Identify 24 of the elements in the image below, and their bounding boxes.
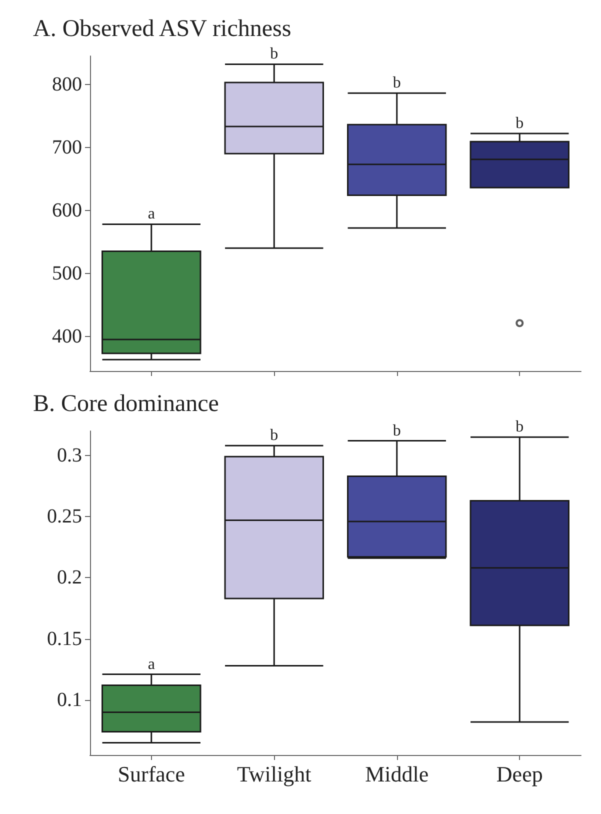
x-tick-label: Surface xyxy=(118,762,185,786)
x-tick-label: Middle xyxy=(365,762,429,786)
annotation: b xyxy=(392,74,401,92)
annotation: a xyxy=(148,206,155,223)
annotation: b xyxy=(270,427,278,444)
y-tick-label: 0.1 xyxy=(57,688,82,711)
y-tick-label: 600 xyxy=(52,199,82,222)
y-tick-label: 0.3 xyxy=(57,444,82,466)
x-tick-label: Deep xyxy=(496,762,543,786)
y-tick-label: 0.2 xyxy=(57,566,82,589)
chart-title: B. Core dominance xyxy=(33,391,219,417)
annotation: a xyxy=(148,656,155,673)
y-tick-label: 500 xyxy=(52,262,82,284)
annotation: b xyxy=(392,422,401,440)
y-tick-label: 700 xyxy=(52,136,82,158)
y-tick-label: 800 xyxy=(52,73,82,96)
y-tick-label: 400 xyxy=(52,325,82,348)
chart-title: A. Observed ASV richness xyxy=(33,16,292,42)
annotation: b xyxy=(516,114,524,132)
annotation: b xyxy=(270,46,278,63)
y-tick-label: 0.15 xyxy=(47,628,82,650)
x-tick-label: Twilight xyxy=(237,762,312,786)
annotation: b xyxy=(516,418,524,436)
y-tick-label: 0.25 xyxy=(47,506,82,528)
